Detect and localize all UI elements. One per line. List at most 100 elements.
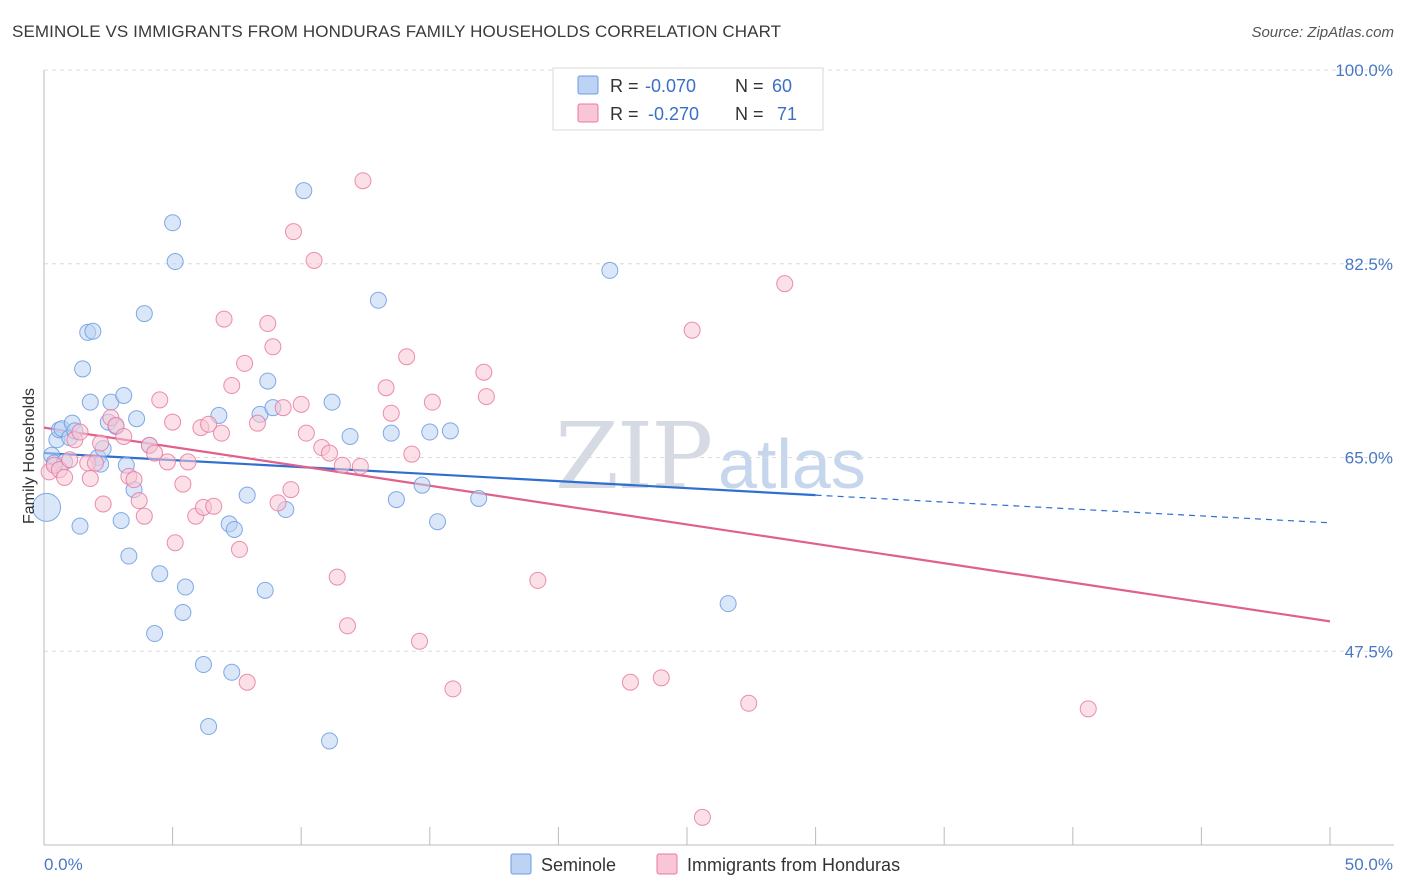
point-honduras-3 — [56, 468, 74, 486]
point-seminole-59 — [601, 261, 619, 279]
point-honduras-45 — [292, 395, 310, 413]
point-seminole-40 — [225, 520, 243, 538]
y-tick-label-3: 100.0% — [1335, 61, 1393, 80]
point-honduras-14 — [115, 427, 133, 445]
point-honduras-68 — [693, 808, 711, 826]
point-seminole-31 — [164, 214, 182, 232]
point-seminole-43 — [256, 581, 274, 599]
point-seminole-41 — [238, 486, 256, 504]
point-honduras-25 — [174, 475, 192, 493]
point-seminole-60 — [719, 595, 737, 613]
point-honduras-23 — [164, 413, 182, 431]
legend-n-label-honduras: N = — [735, 104, 764, 124]
legend-swatch-seminole — [577, 75, 599, 95]
point-seminole-56 — [429, 513, 447, 531]
bottom-legend-label-honduras: Immigrants from Honduras — [687, 855, 900, 875]
point-honduras-32 — [212, 424, 230, 442]
bottom-legend: Seminole Immigrants from Honduras — [510, 853, 900, 875]
point-seminole-54 — [413, 476, 431, 494]
point-seminole-49 — [323, 393, 341, 411]
legend-n-label-seminole: N = — [735, 76, 764, 96]
point-honduras-55 — [377, 379, 395, 397]
x-tick-label-1: 50.0% — [1345, 855, 1393, 874]
point-seminole-48 — [320, 732, 338, 750]
point-honduras-59 — [411, 632, 429, 650]
legend-r-value-honduras: -0.270 — [648, 104, 699, 124]
point-honduras-6 — [71, 423, 89, 441]
point-honduras-57 — [398, 348, 416, 366]
point-seminole-14 — [84, 322, 102, 340]
legend-r-value-seminole: -0.070 — [645, 76, 696, 96]
point-seminole-44 — [259, 372, 277, 390]
watermark-atlas: atlas — [718, 425, 866, 503]
x-tick-labels: 0.0% 50.0% — [44, 855, 1393, 874]
point-honduras-24 — [166, 534, 184, 552]
point-honduras-62 — [475, 363, 493, 381]
point-seminole-30 — [151, 565, 169, 583]
point-honduras-31 — [205, 497, 223, 515]
point-seminole-53 — [387, 491, 405, 509]
y-tick-label-2: 82.5% — [1345, 255, 1393, 274]
point-honduras-35 — [230, 540, 248, 558]
point-honduras-46 — [297, 424, 315, 442]
point-seminole-55 — [421, 423, 439, 441]
point-seminole-47 — [295, 182, 313, 200]
point-honduras-17 — [130, 492, 148, 510]
point-honduras-10 — [92, 434, 110, 452]
point-seminole-10 — [71, 517, 89, 535]
bottom-legend-label-seminole: Seminole — [541, 855, 616, 875]
point-seminole-33 — [174, 604, 192, 621]
point-honduras-61 — [444, 680, 462, 698]
trendline-seminole-extrapolated — [815, 494, 1331, 524]
point-honduras-53 — [351, 457, 369, 475]
point-honduras-52 — [338, 617, 356, 635]
point-seminole-32 — [166, 253, 184, 271]
point-honduras-18 — [135, 507, 153, 525]
point-honduras-44 — [284, 223, 302, 241]
point-honduras-49 — [320, 444, 338, 462]
point-seminole-34 — [176, 578, 194, 596]
point-seminole-58 — [470, 489, 488, 507]
point-honduras-43 — [282, 481, 300, 499]
point-honduras-70 — [776, 275, 794, 293]
y-tick-label-0: 47.5% — [1345, 642, 1393, 661]
point-honduras-47 — [305, 251, 323, 269]
point-seminole-21 — [112, 512, 130, 530]
point-honduras-60 — [423, 393, 441, 411]
point-honduras-33 — [215, 310, 233, 328]
point-seminole-57 — [441, 422, 459, 440]
point-honduras-30 — [200, 415, 218, 433]
point-seminole-11 — [74, 360, 92, 378]
trendline-honduras — [43, 426, 1331, 623]
point-seminole-52 — [382, 424, 400, 442]
point-honduras-22 — [158, 453, 176, 471]
point-seminole-13 — [81, 393, 99, 411]
legend-r-label-seminole: R = — [610, 76, 639, 96]
legend-n-value-honduras: 71 — [777, 104, 797, 124]
watermark-zip: ZIP — [555, 403, 711, 510]
legend-box: R = -0.070 N = 60 R = -0.270 N = 71 — [552, 67, 824, 131]
point-honduras-16 — [125, 471, 143, 489]
point-honduras-66 — [652, 669, 670, 687]
y-tick-labels: 47.5% 65.0% 82.5% 100.0% — [1335, 61, 1393, 661]
point-seminole-51 — [369, 291, 387, 309]
bottom-legend-swatch-honduras — [656, 853, 678, 875]
point-honduras-41 — [269, 494, 287, 512]
point-honduras-21 — [151, 391, 169, 409]
point-seminole-50 — [341, 427, 359, 445]
y-axis-title: Family Households — [21, 388, 38, 524]
point-honduras-39 — [259, 315, 277, 333]
point-honduras-38 — [248, 414, 266, 432]
point-honduras-51 — [333, 456, 351, 474]
point-honduras-63 — [477, 388, 495, 406]
point-honduras-65 — [621, 673, 639, 691]
point-honduras-8 — [81, 470, 99, 488]
point-honduras-50 — [328, 568, 346, 586]
point-seminole-24 — [120, 547, 138, 565]
point-seminole-27 — [135, 305, 153, 323]
point-honduras-58 — [403, 445, 421, 463]
point-honduras-54 — [354, 172, 372, 190]
point-honduras-71 — [1079, 700, 1097, 718]
point-honduras-11 — [94, 495, 112, 513]
